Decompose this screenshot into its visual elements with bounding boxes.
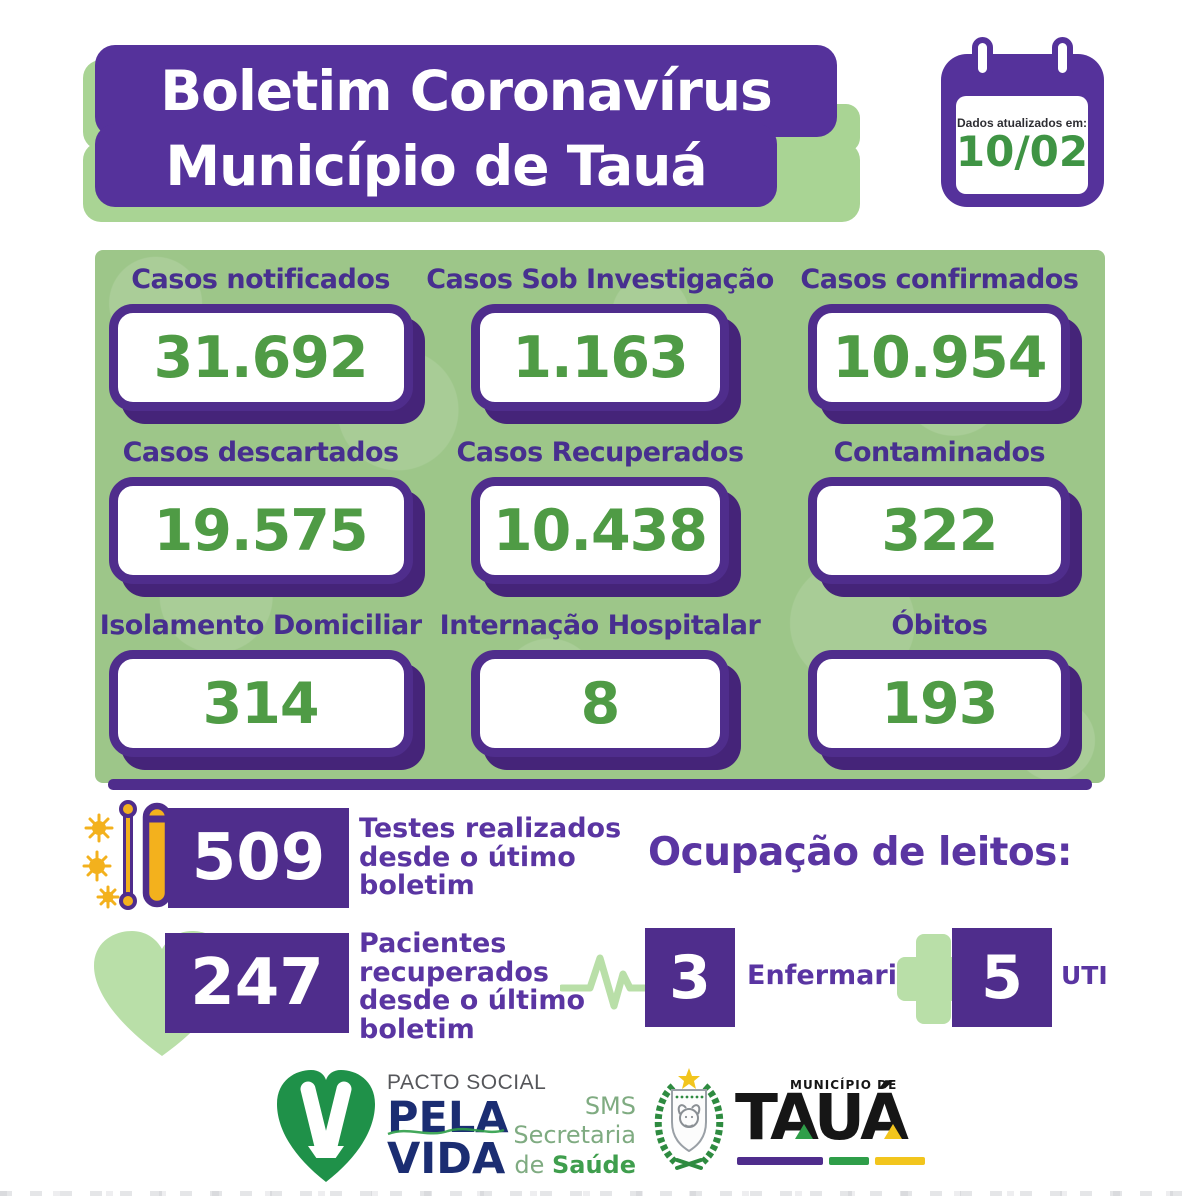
stat-cell: Óbitos 193	[808, 610, 1071, 757]
stat-card: 193	[808, 650, 1071, 757]
stat-label: Isolamento Domiciliar	[99, 610, 422, 641]
taua-wordmark: TAUÁ	[735, 1081, 909, 1154]
stat-value: 8	[580, 670, 621, 737]
header-title-line1: Boletim Coronavírus	[95, 45, 837, 137]
taua-bar-green	[829, 1157, 869, 1165]
uti-label: UTI	[1061, 961, 1108, 990]
stat-card: 10.438	[470, 477, 729, 584]
stats-panel: Casos notificados 31.692 Casos Sob Inves…	[95, 250, 1105, 783]
saude-label: de Saúde	[514, 1150, 636, 1179]
stat-label: Internação Hospitalar	[439, 610, 761, 641]
stat-cell: Internação Hospitalar 8	[440, 610, 761, 757]
stat-label: Óbitos	[891, 610, 988, 641]
stat-cell: Casos Recuperados 10.438	[456, 437, 744, 584]
tests-count-box: 509	[168, 808, 349, 908]
recovered-label: Pacientes recuperados desde o último bol…	[359, 928, 586, 1045]
pacto-social-label: PACTO SOCIAL	[387, 1071, 547, 1094]
stat-card: 314	[108, 650, 413, 757]
stat-cell: Casos notificados 31.692	[108, 264, 413, 411]
tests-count: 509	[191, 821, 326, 895]
stat-cell: Casos confirmados 10.954	[800, 264, 1079, 411]
stat-card: 31.692	[108, 304, 413, 411]
taua-crest-icon	[654, 1068, 724, 1170]
header-title-line1-text: Boletim Coronavírus	[160, 59, 773, 123]
stat-value: 31.692	[153, 324, 369, 391]
stat-value: 314	[202, 670, 320, 737]
stat-card: 10.954	[808, 304, 1071, 411]
swab-test-icon	[82, 800, 172, 910]
municipio-de-label: MUNICÍPIO DE	[790, 1078, 898, 1092]
recovered-count: 247	[190, 946, 324, 1020]
taua-bar-purple	[737, 1157, 823, 1165]
stat-label: Casos Recuperados	[456, 437, 744, 468]
stat-card: 322	[808, 477, 1071, 584]
river-wave-icon	[387, 1127, 505, 1136]
stat-value: 10.954	[832, 324, 1047, 391]
tests-label: Testes realizados desde o útimo boletim	[359, 813, 622, 902]
stat-cell: Contaminados 322	[808, 437, 1071, 584]
enfermaria-count: 3	[669, 942, 711, 1013]
stat-value: 10.438	[493, 497, 708, 564]
recovered-count-box: 247	[165, 933, 349, 1033]
header-title-line2: Município de Tauá	[95, 124, 777, 207]
stat-label: Casos notificados	[131, 264, 390, 295]
stat-value: 193	[881, 670, 998, 737]
calendar-ring-icon	[1052, 37, 1073, 79]
stat-card: 19.575	[108, 477, 413, 584]
taua-green-triangle	[795, 1124, 813, 1139]
beds-heading: Ocupação de leitos:	[648, 830, 1072, 875]
stat-cell: Casos Sob Investigação 1.163	[426, 264, 774, 411]
sms-wordmark: SMS Secretaria de Saúde	[498, 1092, 636, 1180]
stat-label: Casos Sob Investigação	[426, 264, 774, 295]
calendar-caption: Dados atualizados em:	[956, 115, 1088, 130]
uti-count-box: 5	[952, 928, 1052, 1027]
pacto-heart-icon	[277, 1070, 375, 1182]
bottom-crop-artifact	[0, 1191, 1199, 1196]
taua-yellow-triangle	[884, 1124, 902, 1139]
stat-label: Casos descartados	[122, 437, 399, 468]
calendar-ring-icon	[972, 37, 993, 79]
calendar-date: 10/02	[955, 126, 1089, 176]
header-title-line2-text: Município de Tauá	[165, 133, 707, 198]
stats-panel-bottom-bar	[108, 779, 1092, 790]
enfermaria-count-box: 3	[645, 928, 735, 1027]
vida-label: VIDA	[387, 1133, 506, 1184]
secretaria-label: Secretaria	[513, 1121, 636, 1150]
stat-cell: Casos descartados 19.575	[108, 437, 413, 584]
stat-label: Contaminados	[833, 437, 1046, 468]
stat-value: 19.575	[153, 497, 369, 564]
stat-value: 1.163	[512, 324, 688, 391]
sms-label: SMS	[584, 1092, 636, 1120]
uti-count: 5	[981, 942, 1023, 1013]
stat-card: 1.163	[471, 304, 729, 411]
ekg-icon	[560, 954, 655, 1010]
stat-label: Casos confirmados	[800, 264, 1079, 295]
taua-bar-yellow	[875, 1157, 925, 1165]
enfermaria-label: Enfermaria	[747, 960, 916, 991]
stat-cell: Isolamento Domiciliar 314	[100, 610, 422, 757]
calendar-card: Dados atualizados em: 10/02	[956, 96, 1088, 194]
stat-card: 8	[470, 650, 729, 757]
stat-value: 322	[881, 497, 998, 564]
